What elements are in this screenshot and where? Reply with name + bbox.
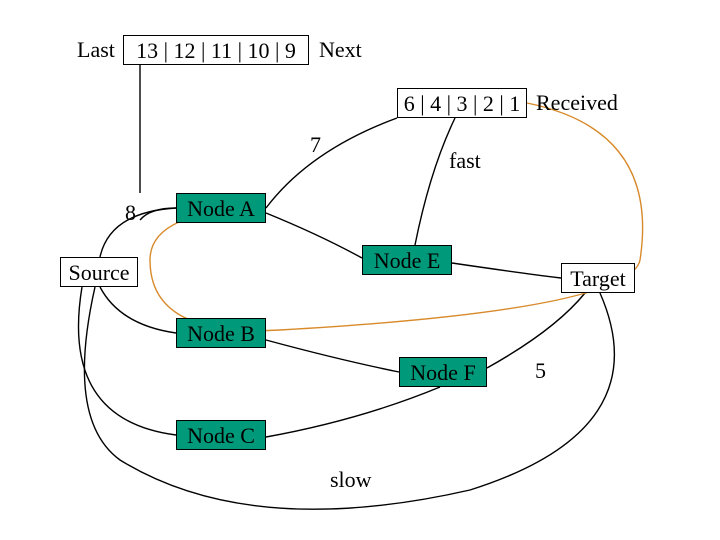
- node-f-text: Node F: [410, 360, 475, 385]
- recv-queue-box: 6 | 4 | 3 | 2 | 1: [397, 88, 527, 118]
- node-b-text: Node B: [187, 321, 255, 346]
- edge-E-target: [452, 263, 561, 278]
- node-e-text: Node E: [374, 248, 441, 273]
- edge-E-recv: [415, 118, 455, 245]
- source-text: Source: [68, 260, 129, 285]
- last-queue-box: 13 | 12 | 11 | 10 | 9: [123, 35, 309, 65]
- node-e: Node E: [362, 245, 452, 275]
- last-queue-text: 13 | 12 | 11 | 10 | 9: [136, 38, 296, 63]
- source-box: Source: [60, 257, 138, 287]
- edge-B-F: [266, 340, 399, 372]
- node-f: Node F: [399, 357, 487, 387]
- node-a: Node A: [176, 193, 266, 223]
- label-eight: 8: [125, 200, 136, 226]
- edge-C-F: [266, 387, 440, 437]
- edge-F-target: [487, 293, 585, 368]
- recv-queue-text: 6 | 4 | 3 | 2 | 1: [404, 91, 521, 116]
- label-fast: fast: [449, 148, 481, 174]
- target-text: Target: [570, 266, 625, 291]
- label-seven: 7: [310, 132, 321, 158]
- edge-8-into-A: [140, 208, 176, 220]
- target-box: Target: [561, 263, 635, 293]
- label-next: Next: [319, 37, 362, 63]
- node-a-text: Node A: [187, 196, 255, 221]
- label-five: 5: [535, 358, 546, 384]
- node-c: Node C: [176, 420, 266, 450]
- label-last: Last: [77, 37, 115, 63]
- node-b: Node B: [176, 318, 266, 348]
- label-slow: slow: [330, 467, 372, 493]
- node-c-text: Node C: [187, 423, 255, 448]
- edge-A-E: [266, 213, 362, 258]
- label-received: Received: [536, 90, 618, 116]
- edge-7-curve: [266, 118, 397, 208]
- edge-src-C: [78, 287, 176, 435]
- edge-src-A: [100, 208, 176, 257]
- edge-src-B: [100, 287, 176, 333]
